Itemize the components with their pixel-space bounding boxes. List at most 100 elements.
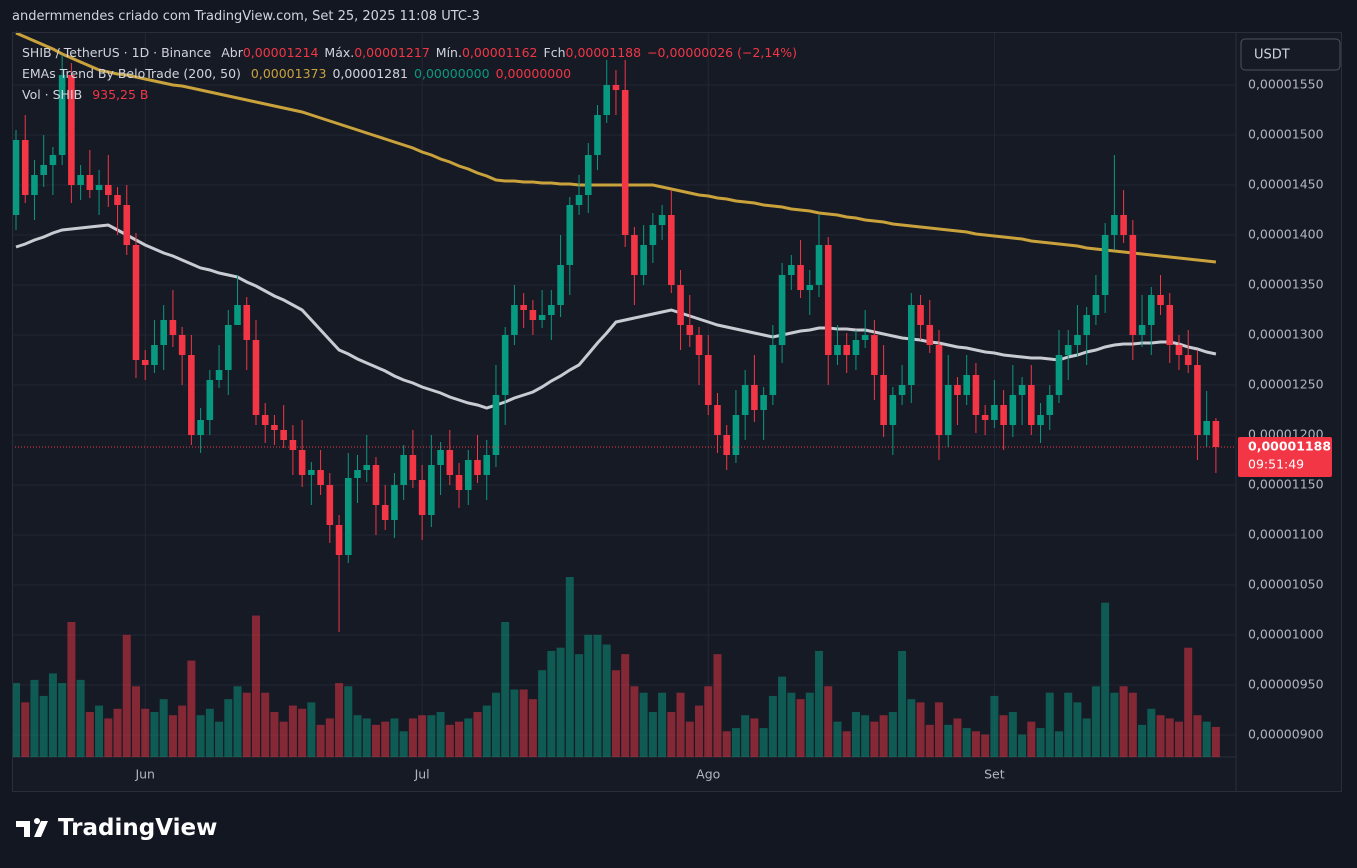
candle-body: [501, 335, 509, 395]
last-price-box: [1238, 437, 1332, 477]
legend-volume: Vol · SHIB 935,25 B: [22, 87, 155, 102]
candle-body: [428, 465, 435, 515]
volume-bar: [925, 724, 934, 757]
attribution: andermmendes criado com TradingView.com,…: [12, 9, 480, 24]
volume-bar: [1054, 731, 1063, 757]
volume-bar: [750, 718, 759, 757]
candle-body: [1147, 295, 1155, 325]
volume-bar: [593, 634, 602, 757]
x-tick-label: Jun: [134, 767, 155, 782]
volume-bar: [224, 699, 233, 757]
volume-bar: [12, 683, 20, 757]
indicator-value: 0,00000000: [495, 66, 572, 81]
volume-bar: [1073, 702, 1082, 757]
volume-bar: [538, 670, 547, 757]
candle-body: [603, 85, 611, 115]
volume-bar: [1147, 708, 1156, 757]
volume-bar: [584, 634, 593, 757]
candle-body: [1000, 405, 1007, 425]
candle-body: [12, 140, 20, 215]
volume-bar: [768, 695, 777, 757]
candle-body: [972, 375, 980, 415]
volume-bar: [971, 731, 980, 757]
candle-body: [1157, 295, 1164, 305]
last-price-label: 0,00001188: [1248, 439, 1331, 454]
candle-body: [474, 460, 481, 475]
candle-body: [86, 175, 94, 190]
volume-bar: [279, 721, 288, 757]
candle-body: [584, 155, 592, 195]
ema-line: [15, 31, 1217, 264]
volume-bar: [1174, 721, 1183, 757]
candle-body: [704, 355, 712, 405]
ohlc-label: Fch: [543, 45, 566, 60]
candle-body: [234, 305, 241, 325]
volume-bar: [215, 721, 224, 757]
y-tick-label: 0,00000900: [1248, 727, 1324, 742]
volume-bar: [1165, 718, 1174, 757]
candle-body: [1009, 395, 1017, 425]
candle-body: [594, 115, 601, 155]
volume-bar: [30, 679, 39, 757]
volume-bar: [501, 622, 510, 757]
y-tick-label: 0,00001450: [1248, 177, 1324, 192]
candle-body: [843, 345, 850, 355]
candle-body: [95, 185, 103, 190]
volume-bar: [944, 724, 953, 757]
volume-bar: [316, 724, 325, 757]
candle-body: [963, 375, 970, 395]
volume-bar: [1045, 692, 1054, 757]
volume-bar: [759, 728, 768, 757]
candle-body: [492, 395, 500, 455]
candle-body: [123, 205, 131, 245]
volume-bar: [1027, 721, 1036, 757]
candle-body: [1028, 385, 1035, 425]
x-tick-label: Set: [984, 767, 1005, 782]
candle-body: [926, 325, 934, 345]
candle-body: [954, 385, 961, 395]
y-tick-label: 0,00001550: [1248, 77, 1324, 92]
volume-bar: [122, 634, 131, 757]
candle-body: [788, 265, 795, 275]
candle-body: [1120, 215, 1127, 235]
candle-body: [695, 335, 703, 355]
volume-bar: [999, 715, 1008, 757]
candle-body: [880, 375, 887, 425]
legend-ohlc: SHIB / TetherUS · 1D · Binance Abr0,0000…: [22, 45, 803, 60]
volume-bar: [270, 712, 279, 757]
candle-body: [21, 140, 29, 195]
candle-body: [824, 245, 832, 355]
candle-body: [215, 370, 223, 380]
volume-bar: [842, 731, 851, 757]
candle-body: [49, 155, 57, 165]
volume-bar: [1138, 724, 1147, 757]
candle-body: [335, 525, 343, 555]
candle-body: [815, 245, 823, 285]
candle-body: [114, 195, 121, 205]
volume-bar: [916, 702, 925, 757]
volume-bar: [658, 692, 667, 757]
candle-body: [188, 355, 195, 435]
volume-bar: [307, 702, 316, 757]
volume-bar: [648, 712, 657, 757]
candle-body: [612, 85, 620, 90]
y-tick-label: 0,00001050: [1248, 577, 1324, 592]
candle-body: [1111, 215, 1118, 235]
candle-body: [981, 415, 989, 420]
currency-button[interactable]: [1240, 38, 1341, 71]
candle-body: [1092, 295, 1100, 315]
candle-body: [1194, 365, 1201, 435]
candle-body: [178, 335, 186, 355]
volume-bar: [1091, 686, 1100, 757]
volume-bar: [85, 712, 94, 757]
y-tick-label: 0,00000950: [1248, 677, 1324, 692]
volume-bar: [990, 695, 999, 757]
candle-body: [160, 320, 167, 345]
candle-body: [723, 435, 731, 455]
logo-icon: [16, 817, 48, 837]
volume-bar: [39, 695, 48, 757]
volume-bar: [704, 686, 713, 757]
volume-bar: [815, 650, 824, 757]
volume-bar: [1184, 647, 1193, 757]
candle-body: [677, 285, 684, 325]
